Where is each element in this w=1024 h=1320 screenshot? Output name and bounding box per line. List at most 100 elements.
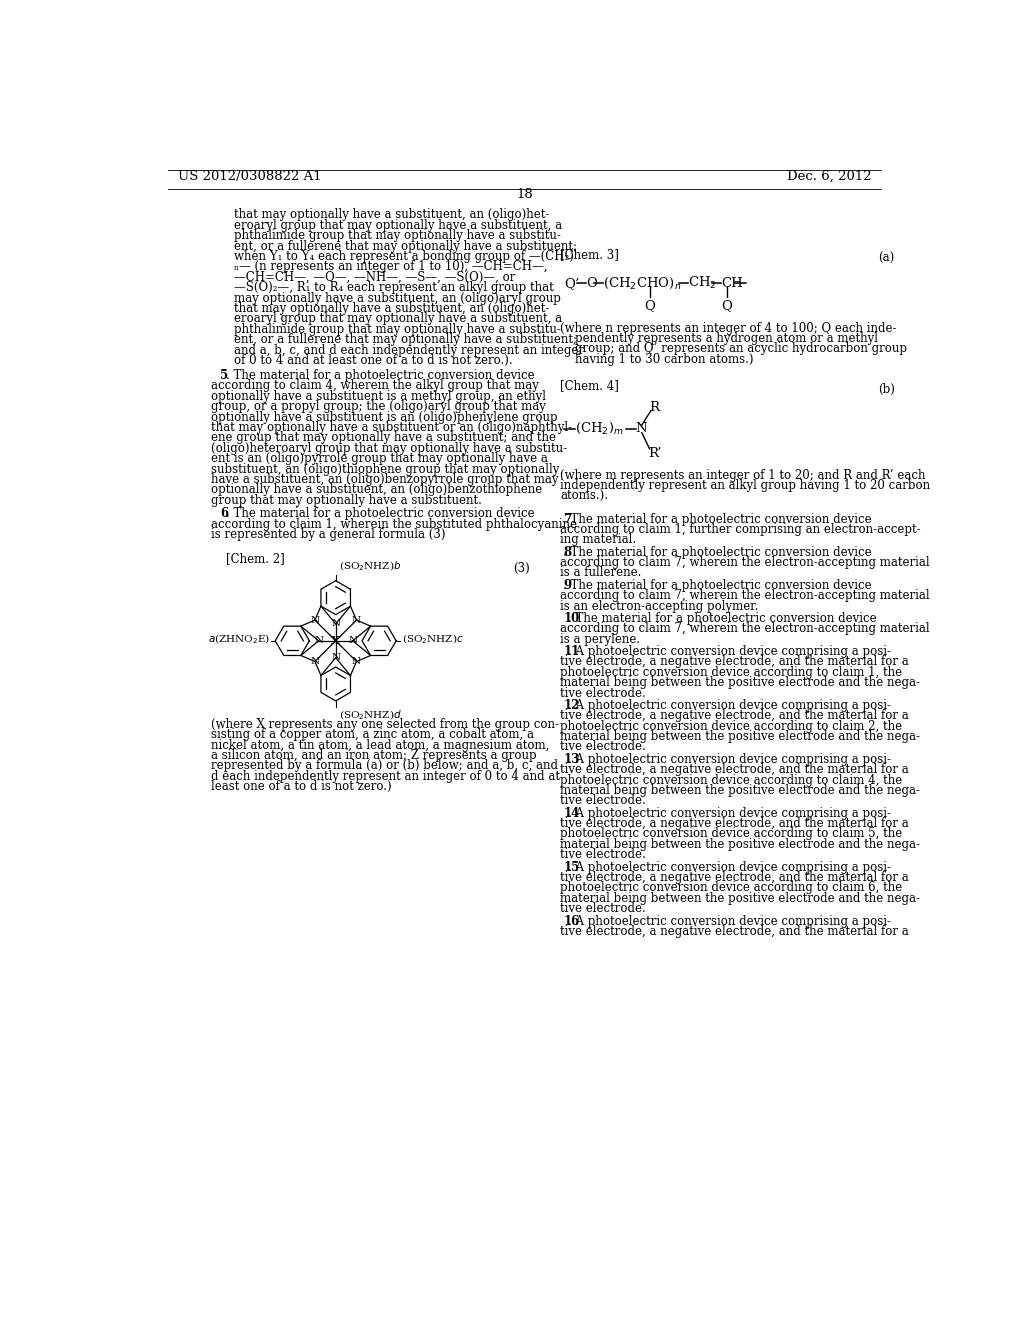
Text: 13: 13 (563, 752, 580, 766)
Text: least one of a to d is not zero.): least one of a to d is not zero.) (211, 780, 391, 793)
Text: (a): (a) (879, 252, 894, 265)
Text: tive electrode.: tive electrode. (560, 741, 646, 754)
Text: N: N (310, 657, 319, 667)
Text: —CH=CH—, —O—, —NH—, —S—, —S(O)—, or: —CH=CH—, —O—, —NH—, —S—, —S(O)—, or (234, 271, 515, 284)
Text: N: N (352, 657, 361, 667)
Text: tive electrode.: tive electrode. (560, 902, 646, 915)
Text: (3): (3) (513, 561, 530, 574)
Text: is a fullerene.: is a fullerene. (560, 566, 642, 579)
Text: tive electrode, a negative electrode, and the material for a: tive electrode, a negative electrode, an… (560, 656, 909, 668)
Text: (SO$_2$NHZ)$c$: (SO$_2$NHZ)$c$ (401, 632, 463, 645)
Text: group; and Q’ represents an acyclic hydrocarbon group: group; and Q’ represents an acyclic hydr… (560, 342, 907, 355)
Text: material being between the positive electrode and the nega-: material being between the positive elec… (560, 838, 921, 851)
Text: photoelectric conversion device according to claim 4, the: photoelectric conversion device accordin… (560, 774, 903, 787)
Text: (oligo)heteroaryl group that may optionally have a substitu-: (oligo)heteroaryl group that may optiona… (211, 442, 567, 455)
Text: optionally have a substituent is an (oligo)phenylene group: optionally have a substituent is an (oli… (211, 411, 557, 424)
Text: N: N (310, 615, 319, 624)
Text: group that may optionally have a substituent.: group that may optionally have a substit… (211, 494, 482, 507)
Text: optionally have a substituent, an (oligo)benzothiophene: optionally have a substituent, an (oligo… (211, 483, 542, 496)
Text: material being between the positive electrode and the nega-: material being between the positive elec… (560, 676, 921, 689)
Text: ent, or a fullerene that may optionally have a substituent;: ent, or a fullerene that may optionally … (234, 240, 578, 252)
Text: N: N (348, 636, 357, 645)
Text: Q: Q (722, 300, 732, 313)
Text: according to claim 7, wherein the electron-accepting material: according to claim 7, wherein the electr… (560, 589, 930, 602)
Text: Q: Q (644, 300, 655, 313)
Text: according to claim 7, wherein the electron-accepting material: according to claim 7, wherein the electr… (560, 622, 930, 635)
Text: (b): (b) (879, 383, 895, 396)
Text: eroaryl group that may optionally have a substituent, a: eroaryl group that may optionally have a… (234, 219, 562, 232)
Text: Dec. 6, 2012: Dec. 6, 2012 (786, 169, 871, 182)
Text: . A photoelectric conversion device comprising a posi-: . A photoelectric conversion device comp… (568, 861, 891, 874)
Text: optionally have a substituent is a methyl group, an ethyl: optionally have a substituent is a methy… (211, 389, 546, 403)
Text: 5: 5 (220, 370, 228, 381)
Text: substituent, an (oligo)thiophene group that may optionally: substituent, an (oligo)thiophene group t… (211, 462, 559, 475)
Text: tive electrode, a negative electrode, and the material for a: tive electrode, a negative electrode, an… (560, 925, 909, 939)
Text: . The material for a photoelectric conversion device: . The material for a photoelectric conve… (563, 512, 872, 525)
Text: . The material for a photoelectric conversion device: . The material for a photoelectric conve… (563, 578, 872, 591)
Text: 9: 9 (563, 578, 571, 591)
Text: according to claim 7, wherein the electron-accepting material: according to claim 7, wherein the electr… (560, 556, 930, 569)
Text: tive electrode, a negative electrode, and the material for a: tive electrode, a negative electrode, an… (560, 817, 909, 830)
Text: and a, b, c, and d each independently represent an integer: and a, b, c, and d each independently re… (234, 343, 584, 356)
Text: tive electrode.: tive electrode. (560, 849, 646, 861)
Text: Q’: Q’ (564, 277, 580, 289)
Text: pendently represents a hydrogen atom or a methyl: pendently represents a hydrogen atom or … (560, 333, 879, 345)
Text: ene group that may optionally have a substituent; and the: ene group that may optionally have a sub… (211, 432, 556, 445)
Text: 7: 7 (563, 512, 571, 525)
Text: (CH$_2$CHO)$_n$: (CH$_2$CHO)$_n$ (603, 276, 681, 290)
Text: 18: 18 (516, 187, 534, 201)
Text: [Chem. 4]: [Chem. 4] (560, 379, 620, 392)
Text: R: R (649, 401, 659, 413)
Text: X: X (332, 635, 340, 647)
Text: . A photoelectric conversion device comprising a posi-: . A photoelectric conversion device comp… (568, 645, 891, 657)
Text: (CH$_2)_m$: (CH$_2)_m$ (575, 421, 624, 437)
Text: 15: 15 (563, 861, 580, 874)
Text: (where m represents an integer of 1 to 20; and R and R’ each: (where m represents an integer of 1 to 2… (560, 469, 926, 482)
Text: a silicon atom, and an iron atom; Z represents a group: a silicon atom, and an iron atom; Z repr… (211, 748, 537, 762)
Text: 11: 11 (563, 645, 580, 657)
Text: O: O (586, 277, 597, 289)
Text: phthalimide group that may optionally have a substitu-: phthalimide group that may optionally ha… (234, 230, 561, 243)
Text: sisting of a copper atom, a zinc atom, a cobalt atom, a: sisting of a copper atom, a zinc atom, a… (211, 729, 534, 742)
Text: according to claim 4, wherein the alkyl group that may: according to claim 4, wherein the alkyl … (211, 379, 539, 392)
Text: N: N (331, 619, 340, 628)
Text: tive electrode.: tive electrode. (560, 795, 646, 808)
Text: nickel atom, a tin atom, a lead atom, a magnesium atom,: nickel atom, a tin atom, a lead atom, a … (211, 739, 549, 751)
Text: . A photoelectric conversion device comprising a posi-: . A photoelectric conversion device comp… (568, 698, 891, 711)
Text: 16: 16 (563, 915, 580, 928)
Text: US 2012/0308822 A1: US 2012/0308822 A1 (178, 169, 322, 182)
Text: N: N (636, 422, 647, 436)
Text: . A photoelectric conversion device comprising a posi-: . A photoelectric conversion device comp… (568, 752, 891, 766)
Text: is an electron-accepting polymer.: is an electron-accepting polymer. (560, 599, 759, 612)
Text: R’: R’ (648, 447, 662, 459)
Text: photoelectric conversion device according to claim 2, the: photoelectric conversion device accordin… (560, 719, 902, 733)
Text: 10: 10 (563, 612, 580, 624)
Text: [Chem. 2]: [Chem. 2] (226, 552, 285, 565)
Text: N: N (331, 653, 340, 663)
Text: . The material for a photoelectric conversion device: . The material for a photoelectric conve… (226, 370, 536, 381)
Text: —S(O)₂—, R₁ to R₄ each represent an alkyl group that: —S(O)₂—, R₁ to R₄ each represent an alky… (234, 281, 554, 294)
Text: CH: CH (721, 277, 742, 289)
Text: $a$(ZHNO$_2$E): $a$(ZHNO$_2$E) (208, 632, 270, 645)
Text: N: N (314, 636, 324, 645)
Text: (where X represents any one selected from the group con-: (where X represents any one selected fro… (211, 718, 559, 731)
Text: material being between the positive electrode and the nega-: material being between the positive elec… (560, 730, 921, 743)
Text: have a substituent, an (oligo)benzopyrrole group that may: have a substituent, an (oligo)benzopyrro… (211, 473, 558, 486)
Text: that may optionally have a substituent, an (oligo)het-: that may optionally have a substituent, … (234, 302, 550, 315)
Text: . The material for a photoelectric conversion device: . The material for a photoelectric conve… (563, 545, 872, 558)
Text: tive electrode.: tive electrode. (560, 686, 646, 700)
Text: represented by a formula (a) or (b) below; and a, b, c, and: represented by a formula (a) or (b) belo… (211, 759, 558, 772)
Text: phthalimide group that may optionally have a substitu-: phthalimide group that may optionally ha… (234, 323, 561, 335)
Text: may optionally have a substituent, an (oligo)aryl group: may optionally have a substituent, an (o… (234, 292, 561, 305)
Text: 6: 6 (220, 507, 228, 520)
Text: photoelectric conversion device according to claim 1, the: photoelectric conversion device accordin… (560, 665, 902, 678)
Text: (SO$_2$NHZ)$d$: (SO$_2$NHZ)$d$ (339, 709, 401, 722)
Text: 14: 14 (563, 807, 580, 820)
Text: material being between the positive electrode and the nega-: material being between the positive elec… (560, 892, 921, 904)
Text: of 0 to 4 and at least one of a to d is not zero.).: of 0 to 4 and at least one of a to d is … (234, 354, 513, 367)
Text: eroaryl group that may optionally have a substituent, a: eroaryl group that may optionally have a… (234, 313, 562, 326)
Text: having 1 to 30 carbon atoms.): having 1 to 30 carbon atoms.) (560, 352, 754, 366)
Text: . A photoelectric conversion device comprising a posi-: . A photoelectric conversion device comp… (568, 915, 891, 928)
Text: CH$_2$: CH$_2$ (688, 275, 717, 292)
Text: is represented by a general formula (3): is represented by a general formula (3) (211, 528, 445, 541)
